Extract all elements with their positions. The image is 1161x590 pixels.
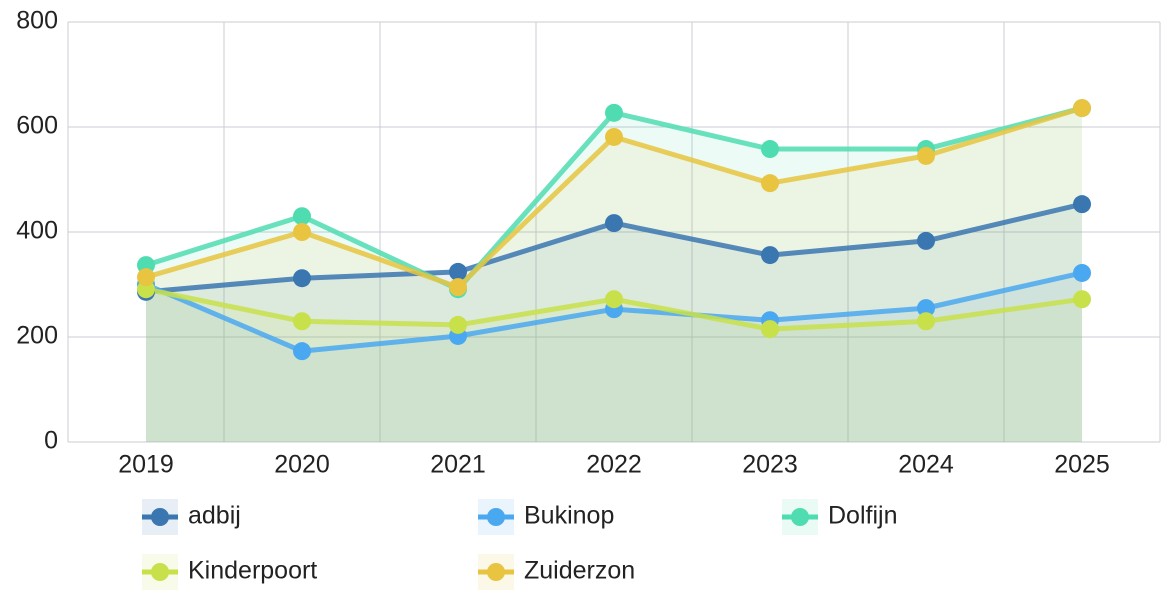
area: [146, 108, 1082, 442]
marker: [917, 312, 935, 331]
legend-marker: [151, 563, 169, 581]
y-tick-label: 800: [16, 7, 58, 35]
x-tick-label: 2020: [274, 451, 330, 479]
x-tick-label: 2023: [742, 451, 798, 479]
marker: [293, 342, 311, 361]
legend-label: Bukinop: [524, 502, 614, 530]
marker: [293, 207, 311, 226]
marker: [605, 127, 623, 146]
y-tick-label: 400: [16, 217, 58, 245]
area: [146, 204, 1082, 442]
legend-label: Zuiderzon: [524, 557, 635, 585]
legend-marker: [487, 508, 505, 526]
marker: [449, 315, 467, 334]
marker: [761, 320, 779, 339]
marker: [1073, 195, 1091, 214]
x-tick-label: 2019: [118, 451, 174, 479]
marker: [917, 146, 935, 165]
y-tick-label: 0: [44, 427, 58, 455]
marker: [293, 312, 311, 331]
area: [146, 108, 1082, 442]
marker: [917, 231, 935, 250]
y-tick-label: 600: [16, 112, 58, 140]
legend-label: Dolfijn: [828, 502, 897, 530]
legend-label: Kinderpoort: [188, 557, 317, 585]
marker: [449, 278, 467, 297]
marker: [761, 246, 779, 265]
marker: [761, 140, 779, 159]
marker: [1073, 290, 1091, 309]
marker: [293, 269, 311, 288]
legend-marker: [487, 563, 505, 581]
marker: [293, 223, 311, 241]
marker: [1073, 263, 1091, 282]
legend-marker: [791, 508, 809, 526]
x-tick-label: 2021: [430, 451, 486, 479]
marker: [917, 299, 935, 318]
marker: [605, 103, 623, 122]
y-tick-label: 200: [16, 322, 58, 350]
marker: [137, 268, 155, 287]
legend-marker: [151, 508, 169, 526]
legend-label: adbij: [188, 502, 241, 530]
x-tick-label: 2022: [586, 451, 642, 479]
marker: [761, 174, 779, 193]
marker: [605, 214, 623, 233]
marker: [605, 290, 623, 309]
x-tick-label: 2024: [898, 451, 954, 479]
marker: [449, 262, 467, 281]
x-tick-label: 2025: [1054, 451, 1110, 479]
marker: [1073, 99, 1091, 118]
